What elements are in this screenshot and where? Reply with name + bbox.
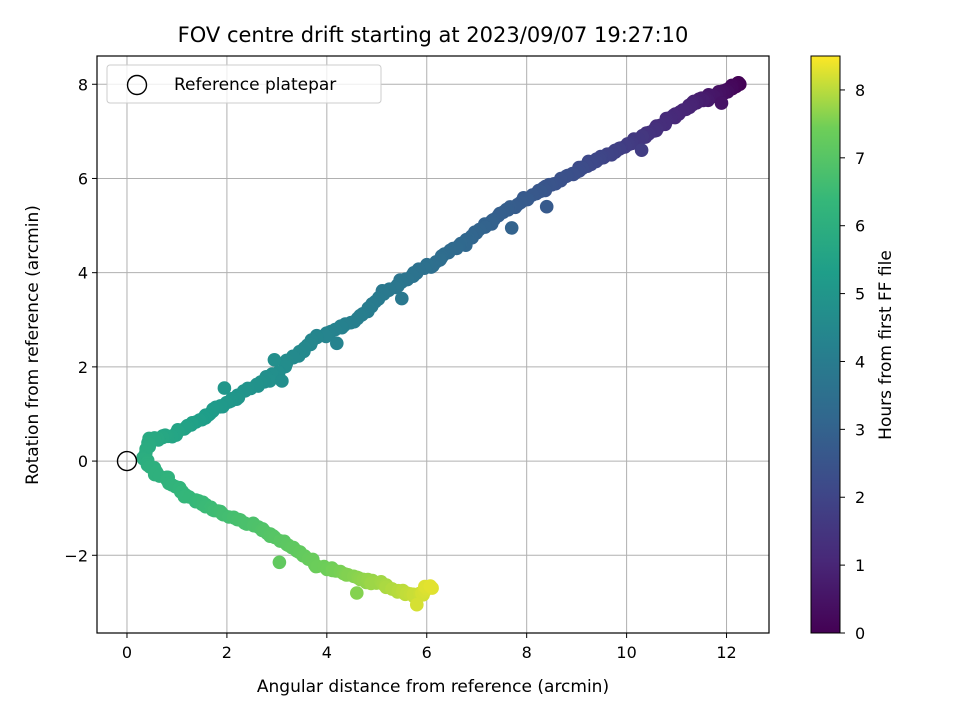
colorbar-tick-label: 6 bbox=[855, 217, 865, 236]
colorbar-tick-label: 8 bbox=[855, 81, 865, 100]
x-tick-label: 6 bbox=[422, 643, 432, 662]
scatter-point bbox=[275, 374, 289, 388]
reference-platepar-marker bbox=[116, 450, 138, 472]
scatter-point bbox=[539, 199, 554, 214]
colorbar-tick-label: 2 bbox=[855, 488, 865, 507]
colorbar-ticks: 0 1 2 3 4 5 6 7 8 bbox=[840, 81, 865, 643]
legend-marker-icon bbox=[126, 74, 148, 96]
plot-frame bbox=[96, 55, 770, 634]
colorbar-tick-label: 4 bbox=[855, 352, 865, 371]
x-axis-label: Angular distance from reference (arcmin) bbox=[257, 677, 609, 697]
y-tick-label: 4 bbox=[78, 264, 88, 283]
y-tick-label: 6 bbox=[78, 169, 88, 188]
grid-lines bbox=[97, 56, 769, 633]
plot-area: 0 2 4 6 8 10 12 −2 0 2 4 6 8 bbox=[64, 55, 770, 662]
scatter-point bbox=[410, 597, 424, 612]
x-axis-ticks: 0 2 4 6 8 10 12 bbox=[122, 633, 737, 662]
x-tick-label: 8 bbox=[522, 643, 532, 662]
scatter-point bbox=[634, 143, 649, 157]
scatter-point bbox=[714, 96, 729, 110]
colorbar-tick-label: 3 bbox=[855, 420, 865, 439]
scatter-point bbox=[504, 221, 519, 235]
legend-entry-reference-platepar: Reference platepar bbox=[174, 75, 336, 95]
x-tick-label: 4 bbox=[322, 643, 332, 662]
colorbar-label: Hours from first FF file bbox=[876, 250, 896, 440]
scatter-point bbox=[267, 353, 282, 367]
y-tick-label: 8 bbox=[78, 75, 88, 94]
legend-box bbox=[106, 64, 382, 104]
colorbar-tick-label: 5 bbox=[855, 285, 865, 304]
y-tick-label: −2 bbox=[64, 546, 88, 565]
scatter-point bbox=[350, 586, 364, 600]
scatter-point bbox=[330, 336, 344, 351]
scatter-point bbox=[395, 291, 409, 306]
x-tick-label: 10 bbox=[616, 643, 636, 662]
x-tick-label: 2 bbox=[222, 643, 232, 662]
y-axis-label: Rotation from reference (arcmin) bbox=[23, 205, 43, 485]
y-axis-ticks: −2 0 2 4 6 8 bbox=[64, 75, 97, 565]
colorbar-tick-label: 7 bbox=[855, 149, 865, 168]
chart-title: FOV centre drift starting at 2023/09/07 … bbox=[178, 23, 689, 47]
x-tick-label: 0 bbox=[122, 643, 132, 662]
colorbar-tick-label: 0 bbox=[855, 624, 865, 643]
scatter-point bbox=[272, 555, 287, 570]
colorbar-tick-label: 1 bbox=[855, 556, 865, 575]
scatter-points bbox=[136, 76, 747, 612]
y-tick-label: 2 bbox=[78, 358, 88, 377]
colorbar-gradient bbox=[810, 55, 841, 634]
colorbar: 0 1 2 3 4 5 6 7 8 Hours from first FF file bbox=[810, 55, 896, 643]
legend: Reference platepar bbox=[106, 64, 382, 104]
scatter-point bbox=[217, 381, 232, 395]
scatter-point bbox=[423, 579, 438, 593]
y-tick-label: 0 bbox=[78, 452, 88, 471]
x-tick-label: 12 bbox=[716, 643, 736, 662]
